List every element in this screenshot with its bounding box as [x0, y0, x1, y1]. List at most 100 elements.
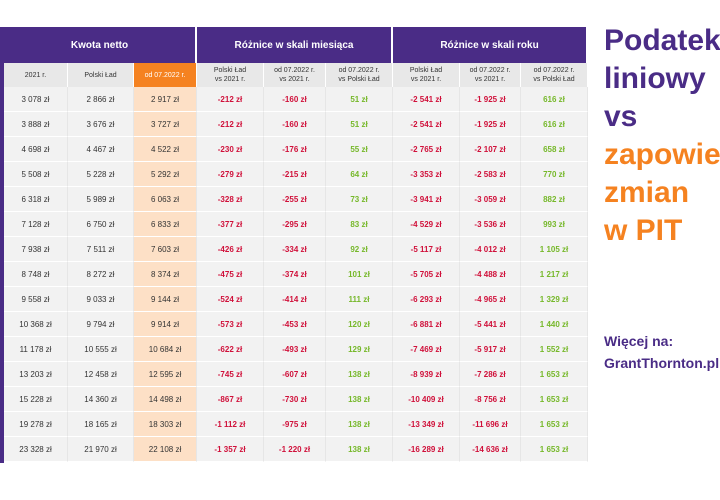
table-row: 6 318 zł 5 989 zł 6 063 zł -328 zł -255 zł 73… [4, 187, 588, 212]
table-cell: -14 636 zł [460, 437, 521, 462]
table-cell: 616 zł [521, 112, 588, 137]
table-cell: -453 zł [264, 312, 326, 337]
table-cell: 14 498 zł [134, 387, 197, 412]
table-cell: 993 zł [521, 212, 588, 237]
table-row: 8 748 zł 8 272 zł 8 374 zł -475 zł -374 zł 10… [4, 262, 588, 287]
table-cell: 7 938 zł [4, 237, 68, 262]
pit-comparison-table: Kwota netto Różnice w skali miesiąca Róż… [4, 27, 588, 462]
table-cell: -2 541 zł [393, 112, 460, 137]
table-cell: -1 220 zł [264, 437, 326, 462]
title-line: zmian [604, 176, 690, 209]
column-header: od 07.2022 r. vs Polski Ład [326, 63, 393, 87]
table-cell: 6 833 zł [134, 212, 197, 237]
table-cell: -975 zł [264, 412, 326, 437]
table-cell: -3 941 zł [393, 187, 460, 212]
table-cell: -279 zł [197, 162, 264, 187]
table-row: 5 508 zł 5 228 zł 5 292 zł -279 zł -215 zł 64… [4, 162, 588, 187]
table-cell: 1 653 zł [521, 362, 588, 387]
table-cell: -2 541 zł [393, 87, 460, 112]
side-title: Podatek liniowy vs zapowiedź zmian w PIT [604, 22, 720, 250]
table-cell: 770 zł [521, 162, 588, 187]
table-cell: 111 zł [326, 287, 393, 312]
table-cell: 138 zł [326, 362, 393, 387]
table-cell: 73 zł [326, 187, 393, 212]
table-cell: 4 522 zł [134, 137, 197, 162]
table-cell: 1 329 zł [521, 287, 588, 312]
table-cell: -622 zł [197, 337, 264, 362]
table-row: 23 328 zł 21 970 zł 22 108 zł -1 357 zł -1 2… [4, 437, 588, 462]
table-cell: -10 409 zł [393, 387, 460, 412]
table-cell: 616 zł [521, 87, 588, 112]
table-cell: 64 zł [326, 162, 393, 187]
table-cell: -475 zł [197, 262, 264, 287]
table-cell: 4 467 zł [68, 137, 134, 162]
table-row: 3 888 zł 3 676 zł 3 727 zł -212 zł -160 zł 51… [4, 112, 588, 137]
table-cell: 1 440 zł [521, 312, 588, 337]
table-cell: -524 zł [197, 287, 264, 312]
table-row: 4 698 zł 4 467 zł 4 522 zł -230 zł -176 zł 55… [4, 137, 588, 162]
table-cell: 3 888 zł [4, 112, 68, 137]
table-cell: -607 zł [264, 362, 326, 387]
group-header-yearly-diff: Różnice w skali roku [393, 27, 588, 63]
table-cell: 7 511 zł [68, 237, 134, 262]
table-cell: -160 zł [264, 87, 326, 112]
table-cell: 6 318 zł [4, 187, 68, 212]
table-cell: -493 zł [264, 337, 326, 362]
table-cell: -3 353 zł [393, 162, 460, 187]
table-cell: 2 866 zł [68, 87, 134, 112]
table-cell: 1 653 zł [521, 387, 588, 412]
table-cell: 9 558 zł [4, 287, 68, 312]
table-cell: 8 272 zł [68, 262, 134, 287]
table-cell: -1 925 zł [460, 112, 521, 137]
table-cell: -1 112 zł [197, 412, 264, 437]
table-cell: -8 756 zł [460, 387, 521, 412]
table-cell: 18 165 zł [68, 412, 134, 437]
table-cell: -2 765 zł [393, 137, 460, 162]
column-header: Polski Ład [68, 63, 134, 87]
column-header: od 07.2022 r. vs 2021 r. [264, 63, 326, 87]
table-cell: 12 595 zł [134, 362, 197, 387]
table-cell: -7 469 zł [393, 337, 460, 362]
table-cell: 55 zł [326, 137, 393, 162]
table-cell: 10 684 zł [134, 337, 197, 362]
table-cell: -745 zł [197, 362, 264, 387]
column-header: od 07.2022 r. [134, 63, 197, 87]
table-row: 11 178 zł 10 555 zł 10 684 zł -622 zł -493 z… [4, 337, 588, 362]
table-row: 10 368 zł 9 794 zł 9 914 zł -573 zł -453 zł 1… [4, 312, 588, 337]
table-body: 3 078 zł 2 866 zł 2 917 zł -212 zł -160 zł 51… [4, 87, 588, 462]
table-cell: -374 zł [264, 262, 326, 287]
table-cell: 1 653 zł [521, 437, 588, 462]
table-cell: 138 zł [326, 387, 393, 412]
column-header: Polski Ład vs 2021 r. [197, 63, 264, 87]
table-cell: 2 917 zł [134, 87, 197, 112]
table-row: 7 128 zł 6 750 zł 6 833 zł -377 zł -295 zł 83… [4, 212, 588, 237]
table-cell: -16 289 zł [393, 437, 460, 462]
column-header: 2021 r. [4, 63, 68, 87]
table-cell: 1 552 zł [521, 337, 588, 362]
table-cell: -8 939 zł [393, 362, 460, 387]
table-cell: 3 727 zł [134, 112, 197, 137]
table-cell: 882 zł [521, 187, 588, 212]
group-header-monthly-diff: Różnice w skali miesiąca [197, 27, 393, 63]
table-cell: 5 508 zł [4, 162, 68, 187]
table-row: 9 558 zł 9 033 zł 9 144 zł -524 zł -414 zł 11… [4, 287, 588, 312]
table-cell: -414 zł [264, 287, 326, 312]
table-cell: 138 zł [326, 412, 393, 437]
table-cell: -3 059 zł [460, 187, 521, 212]
table-cell: 1 105 zł [521, 237, 588, 262]
table-cell: 10 368 zł [4, 312, 68, 337]
table-cell: -6 293 zł [393, 287, 460, 312]
table-cell: -160 zł [264, 112, 326, 137]
table-cell: -255 zł [264, 187, 326, 212]
table-cell: 5 228 zł [68, 162, 134, 187]
title-line: zapowiedź [604, 138, 720, 171]
table-row: 13 203 zł 12 458 zł 12 595 zł -745 zł -607 z… [4, 362, 588, 387]
table-cell: -328 zł [197, 187, 264, 212]
table-cell: 18 303 zł [134, 412, 197, 437]
table-cell: -867 zł [197, 387, 264, 412]
table-cell: 83 zł [326, 212, 393, 237]
table-cell: 51 zł [326, 87, 393, 112]
table-cell: 19 278 zł [4, 412, 68, 437]
table-cell: 13 203 zł [4, 362, 68, 387]
sub-header-row: 2021 r. Polski Ład od 07.2022 r. Polski Ład… [4, 63, 588, 87]
